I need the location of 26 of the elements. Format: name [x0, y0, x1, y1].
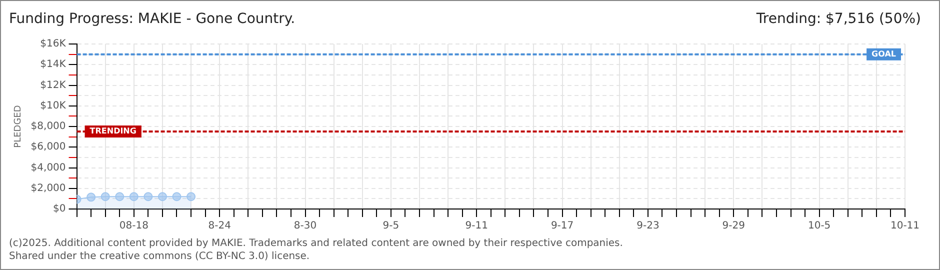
x-tick-label: 8-30	[294, 220, 317, 232]
text: (c)2025. Additional content provided by MAKIE. Trademarks and related content are owned by their respective companies.	[9, 237, 623, 250]
x-tick-label: 9-5	[382, 220, 400, 232]
ref-line-label: TRENDING	[90, 126, 136, 136]
y-tick-label: $12K	[40, 80, 66, 91]
y-tick-label: $6,000	[30, 142, 66, 153]
x-tick-label: 10-5	[808, 220, 831, 232]
x-tick-label: 9-11	[465, 220, 488, 232]
chart-title: Funding Progress: MAKIE - Gone Country.	[9, 11, 296, 27]
x-tick-label: 9-23	[636, 220, 660, 232]
y-tick-label: $2,000	[30, 182, 66, 194]
chart-subtitle: Trending: $7,516 (50%)	[756, 11, 921, 27]
y-tick-label: $10K	[40, 100, 66, 112]
x-tick-label: 9-29	[722, 220, 745, 232]
y-tick-label: $4,000	[30, 162, 66, 174]
y-tick-label: $14K	[40, 59, 66, 70]
ref-line-label: GOAL	[872, 49, 896, 58]
x-tick-label: 10-11	[890, 220, 920, 232]
y-tick-label: $0	[53, 204, 66, 215]
y-tick-label: $8,000	[30, 121, 66, 132]
text: Shared under the creative commons (CC BY-NC 3.0) license.	[9, 250, 311, 263]
y-tick-label: $16K	[40, 38, 66, 50]
x-tick-label: 08-18	[119, 220, 148, 232]
y-axis-title: PLEDGED	[14, 105, 24, 148]
x-tick-label: 9-17	[550, 220, 574, 232]
x-tick-label: 8-24	[208, 220, 231, 232]
